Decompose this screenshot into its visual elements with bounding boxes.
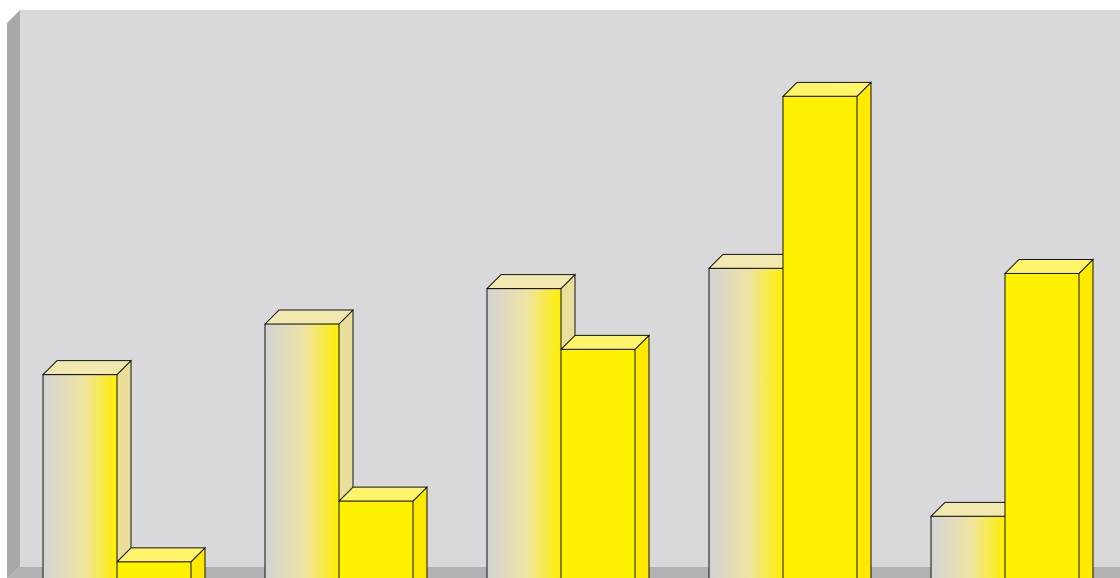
bar-series2-4-top <box>781 81 873 97</box>
bar-series1-5 <box>929 501 1021 578</box>
bar-series1-1-top <box>41 360 133 376</box>
bar-series2-5 <box>1003 258 1095 578</box>
bar-series1-1-side <box>116 359 132 578</box>
bar-series1-5-front <box>930 515 1006 578</box>
bar-series1-2-top <box>263 309 355 325</box>
bar-series2-2-top <box>337 486 429 502</box>
bar-series1-2-front <box>264 323 340 578</box>
bar-series2-3-side <box>634 334 650 578</box>
bar-series2-1-front <box>116 561 192 578</box>
bar-series1-1-front <box>42 374 118 578</box>
bar-series1-4-front <box>708 267 784 578</box>
bar-series2-5-side <box>1078 258 1094 578</box>
bar-series1-3-front <box>486 288 562 578</box>
bar-series1-3-top <box>485 274 577 290</box>
bar-series2-3-front <box>560 348 636 578</box>
bar-series2-3-top <box>559 334 651 350</box>
bar-series2-2-side <box>412 485 428 578</box>
bar-series2-5-front <box>1004 272 1080 578</box>
bar-series2-4-side <box>856 81 872 578</box>
bar-series1-1 <box>41 359 133 578</box>
bar-series2-1 <box>115 546 207 578</box>
bars-group <box>41 81 1095 578</box>
bar-series2-1-top <box>115 547 207 563</box>
bar-series2-3 <box>559 334 651 578</box>
chart-side-wall <box>7 10 20 578</box>
bar-series2-5-top <box>1003 258 1095 274</box>
bar-series2-4-front <box>782 95 858 578</box>
bar-series2-2-front <box>338 500 414 578</box>
bar-series2-4 <box>781 81 873 578</box>
bar-series2-2 <box>337 485 429 578</box>
